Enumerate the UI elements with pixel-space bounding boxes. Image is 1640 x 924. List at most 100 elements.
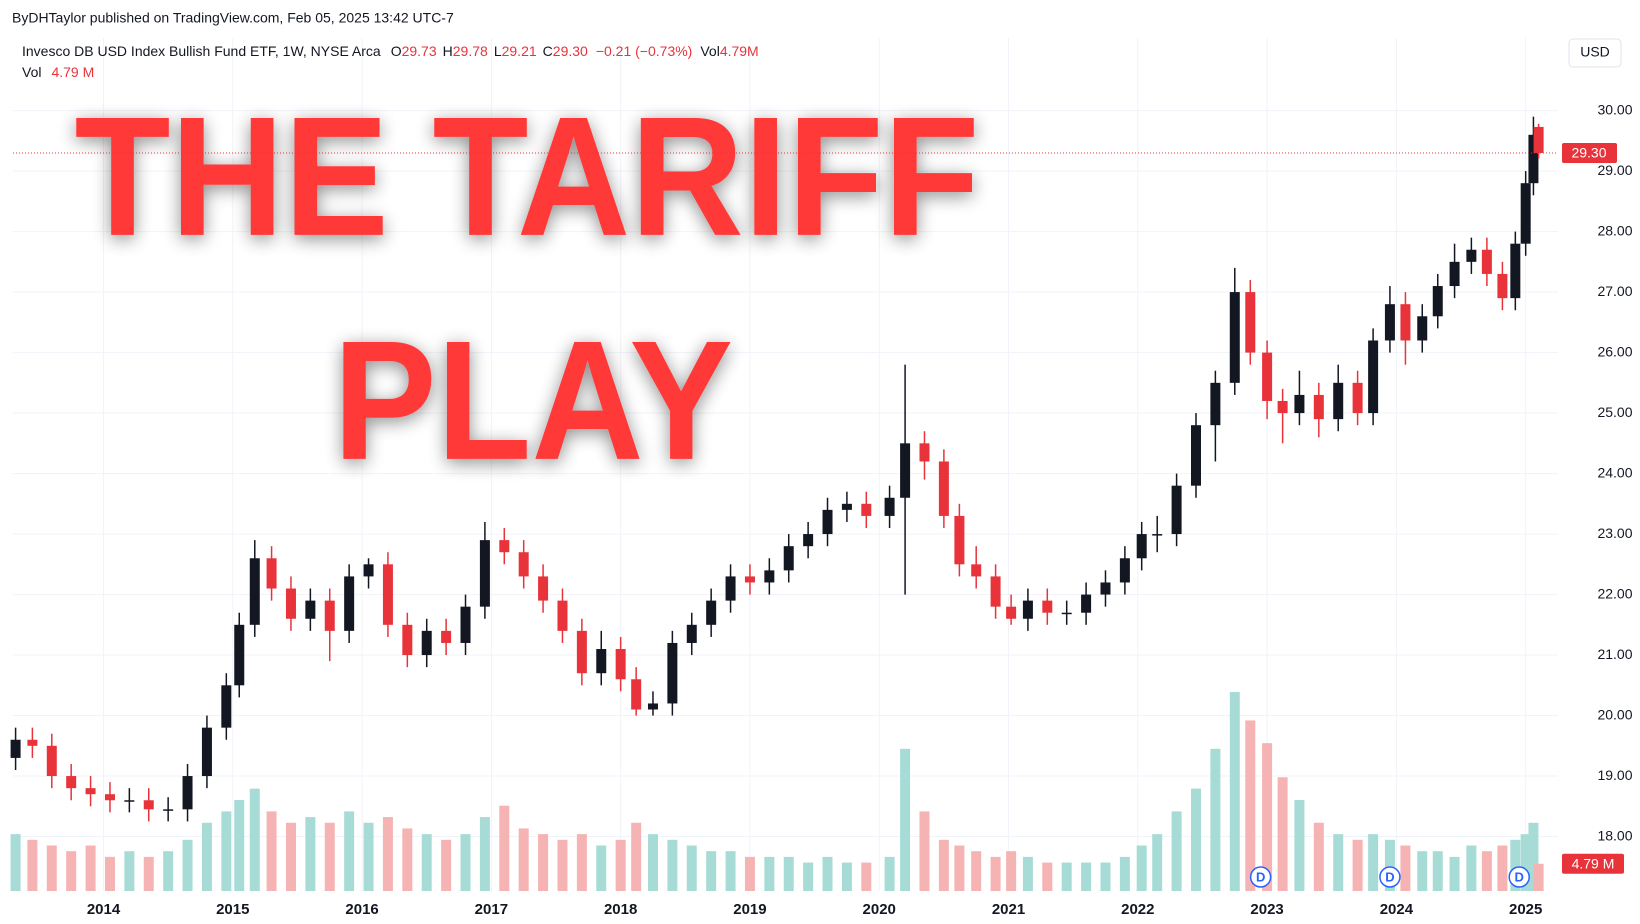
publisher: ByDHTaylor published on TradingView.com,…: [12, 10, 454, 26]
volume-bar: [1333, 834, 1344, 891]
volume-bar: [954, 845, 965, 891]
candle-body: [1481, 249, 1492, 274]
dividend-label: D: [1515, 869, 1524, 884]
volume-bar: [1294, 800, 1305, 891]
volume-bar: [305, 817, 316, 891]
candle-body: [46, 745, 57, 777]
volume-bar: [221, 811, 232, 891]
volume-layer: [10, 691, 1544, 891]
volume-bar: [182, 839, 193, 891]
dividend-label: D: [1256, 869, 1265, 884]
candle-body: [1384, 304, 1395, 341]
candle-body: [1432, 286, 1443, 317]
volume-bar: [1136, 845, 1147, 891]
candle-body: [971, 564, 982, 577]
x-tick-label: 2020: [863, 901, 896, 918]
candle-body: [1245, 292, 1256, 353]
candle-body: [1520, 183, 1531, 244]
legend-volume: Vol 4.79 M: [22, 64, 94, 80]
candle-body: [221, 685, 232, 728]
volume-bar: [1432, 851, 1443, 891]
candle-body: [1136, 534, 1147, 559]
volume-tag-label: 4.79 M: [1572, 855, 1615, 871]
candle-body: [402, 624, 413, 656]
legend-vol-key: Vol: [700, 43, 719, 59]
volume-bar: [249, 788, 260, 891]
volume-bar: [234, 800, 245, 891]
candle-body: [1042, 600, 1053, 613]
candle-layer: [10, 116, 1544, 822]
legend-value: 29.21: [502, 43, 537, 59]
x-tick-label: 2018: [604, 901, 637, 918]
candle-body: [382, 564, 393, 625]
volume-bar: [143, 856, 154, 891]
y-tick-label: 19.00: [1597, 767, 1632, 783]
volume-bar: [1400, 845, 1411, 891]
candle-body: [85, 788, 96, 795]
candle-body: [900, 443, 911, 498]
legend-symbol: Invesco DB USD Index Bullish Fund ETF, 1…: [22, 43, 381, 59]
volume-bar: [647, 834, 658, 891]
volume-bar: [764, 856, 775, 891]
volume-bar: [460, 834, 471, 891]
volume-bar: [884, 856, 895, 891]
candle-body: [182, 776, 193, 810]
candle-body: [1533, 126, 1544, 153]
legend-line: Invesco DB USD Index Bullish Fund ETF, 1…: [22, 43, 759, 59]
currency[interactable]: USD: [1580, 44, 1610, 60]
candle-body: [841, 503, 852, 510]
candle-body: [460, 606, 471, 643]
legend-value: 29.73: [402, 43, 437, 59]
candle-body: [1417, 316, 1428, 341]
volume-bar: [363, 822, 374, 891]
candle-body: [615, 649, 626, 680]
candle-body: [1528, 134, 1539, 184]
volume-bar: [1042, 862, 1053, 891]
x-tick-label: 2017: [475, 901, 508, 918]
volume-bar: [10, 834, 21, 891]
volume-bar: [1081, 862, 1092, 891]
candle-body: [557, 600, 568, 631]
last-price-tag: [1562, 142, 1617, 163]
candle-body: [305, 600, 316, 619]
candle-body: [1171, 485, 1182, 535]
candle-body: [1262, 352, 1273, 401]
y-tick-label: 30.00: [1597, 101, 1632, 117]
volume-bar: [596, 845, 607, 891]
candle-body: [1022, 600, 1033, 619]
candle-body: [1210, 382, 1221, 426]
candle-body: [596, 649, 607, 674]
volume-bar: [421, 834, 432, 891]
volume-bar: [725, 851, 736, 891]
volume-bar: [744, 856, 755, 891]
volume-value: 4.79 M: [51, 64, 94, 80]
volume-bar: [990, 856, 1001, 891]
currency-button[interactable]: [1568, 38, 1622, 68]
x-tick-label: 2015: [216, 901, 249, 918]
dividend-marker: [1379, 866, 1401, 888]
volume-bar: [27, 839, 38, 891]
y-tick-label: 27.00: [1597, 283, 1632, 299]
volume-tag: [1562, 853, 1624, 874]
x-tick-label: 2019: [733, 901, 766, 918]
volume-bar: [1520, 834, 1531, 891]
candle-body: [518, 552, 529, 577]
candle-body: [1061, 612, 1072, 615]
candle-body: [1510, 243, 1521, 299]
candle-body: [706, 600, 717, 625]
volume-bar: [1245, 720, 1256, 891]
overlay-title: THE TARIFF: [75, 82, 980, 272]
volume-bar: [344, 811, 355, 891]
volume-bar: [1119, 856, 1130, 891]
candle-body: [1497, 273, 1508, 299]
volume-bar: [85, 845, 96, 891]
candle-body: [990, 576, 1001, 607]
legend-key: C: [543, 43, 553, 59]
candle-body: [1152, 534, 1163, 536]
legend-value: 29.30: [553, 43, 588, 59]
x-tick-label: 2016: [345, 901, 378, 918]
last-price-label: 29.30: [1571, 145, 1606, 161]
candle-body: [686, 624, 697, 643]
